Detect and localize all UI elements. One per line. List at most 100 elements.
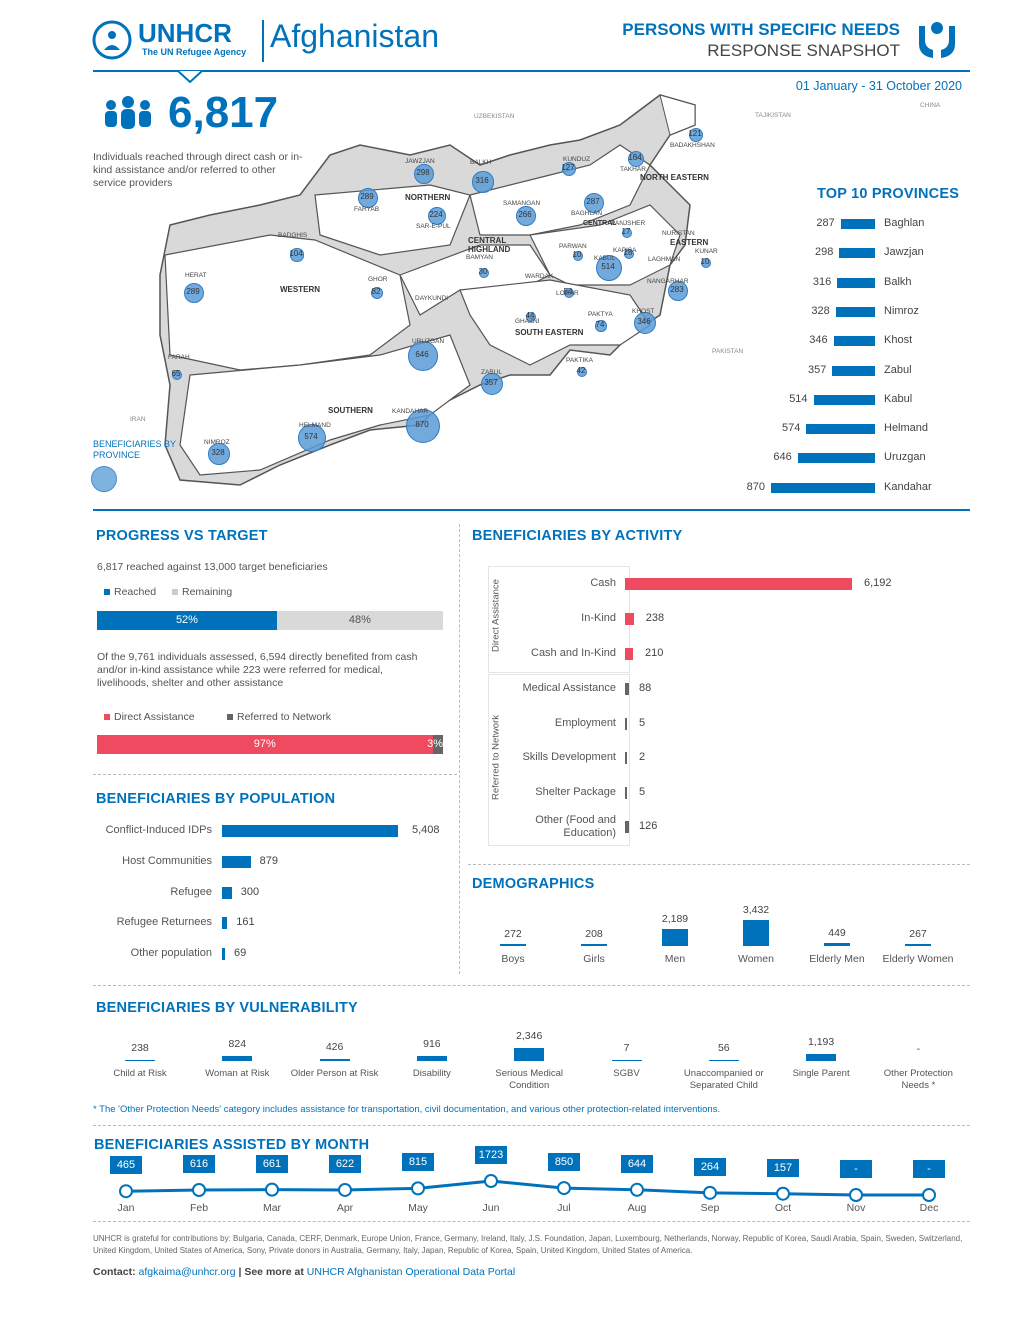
activity-value: 238	[645, 612, 665, 624]
province-name: GHAZNI	[515, 318, 540, 325]
demographic-bar	[824, 942, 850, 946]
monthly-value-box: 616	[183, 1154, 215, 1173]
vulnerability-bar	[514, 1048, 545, 1061]
monthly-month-label: Jan	[117, 1202, 135, 1214]
header-rule	[93, 70, 970, 72]
monthly-value-box: 622	[329, 1154, 361, 1173]
demographic-label: Boys	[501, 953, 525, 965]
contact-email-link[interactable]: afgkaima@unhcr.org	[138, 1266, 236, 1278]
reached-fill	[97, 611, 277, 630]
kpi-description: Individuals reached through direct cash …	[93, 151, 303, 189]
demographic-label: Elderly Men	[809, 953, 865, 965]
population-bar	[222, 917, 228, 930]
top10-bar	[837, 277, 875, 288]
monthly-month-label: Jul	[557, 1202, 571, 1214]
vulnerability-bar	[416, 1055, 447, 1061]
demographic-value: 449	[828, 926, 846, 939]
activity-value: 5	[639, 716, 646, 729]
population-label: Refugee	[170, 885, 212, 898]
monthly-month-label: Nov	[846, 1202, 866, 1214]
province-name: KUNDUZ	[563, 156, 591, 163]
section-divider	[93, 985, 970, 986]
province-value: 266	[518, 210, 532, 219]
legend-swatch	[104, 714, 110, 720]
activity-title: BENEFICIARIES BY ACTIVITY	[472, 528, 683, 544]
province-name: BAGHLAN	[571, 210, 603, 217]
monthly-line	[125, 1179, 929, 1197]
portal-link[interactable]: UNHCR Afghanistan Operational Data Porta…	[306, 1266, 516, 1278]
vulnerability-label: Disability	[412, 1068, 451, 1079]
vulnerability-value: 56	[717, 1041, 730, 1054]
section-divider	[93, 1221, 970, 1222]
legend-swatch	[227, 714, 233, 720]
vulnerability-label: Woman at Risk	[205, 1068, 270, 1079]
province-name: TAKHAR	[620, 166, 646, 173]
population-bar	[222, 855, 251, 868]
region-label: WESTERN	[280, 285, 320, 294]
activity-label: Shelter Package	[535, 785, 616, 798]
section-divider	[93, 774, 457, 775]
population-value: 300	[240, 885, 260, 898]
demographic-label: Men	[664, 953, 686, 965]
province-bubble	[183, 282, 205, 304]
vulnerability-label: Other Protection Needs *	[883, 1068, 953, 1091]
province-name: PAKTYA	[588, 311, 613, 318]
province-name: ZABUL	[481, 369, 502, 376]
population-label: Other population	[130, 947, 212, 960]
population-label: Host Communities	[122, 854, 212, 867]
top10-province: Zabul	[884, 363, 912, 376]
assessed-text: Of the 9,761 individuals assessed, 6,594…	[97, 651, 418, 689]
monthly-value-box: 465	[110, 1156, 142, 1175]
map-legend-label: BENEFICIARIES BY PROVINCE	[93, 439, 176, 460]
province-bubble	[208, 443, 230, 465]
top10-province: Kabul	[884, 392, 913, 405]
top10-value: 357	[807, 363, 827, 376]
population-value: 5,408	[412, 824, 440, 836]
date-range: 01 January - 31 October 2020	[795, 79, 962, 93]
monthly-value-box: 815	[402, 1153, 434, 1172]
remaining-label: 48%	[348, 614, 371, 626]
province-name: LOGAR	[556, 290, 579, 297]
province-name: KAPISA	[613, 247, 637, 254]
province-value: 42	[576, 366, 586, 375]
top10-bar	[813, 394, 875, 405]
direct-progress-bar: 97% 3%	[97, 735, 443, 754]
demographic-value: 208	[585, 928, 603, 940]
population-label: Conflict-Induced IDPs	[105, 824, 212, 836]
top10-bar	[797, 453, 875, 464]
province-bubble	[526, 312, 536, 322]
legend-direct-label: Direct Assistance	[114, 711, 195, 723]
activity-bar-referred	[625, 717, 627, 730]
top10-province: Baghlan	[884, 217, 925, 229]
header-divider	[262, 20, 264, 62]
section-divider	[468, 864, 970, 865]
vulnerability-label: Serious Medical Condition	[495, 1068, 563, 1091]
monthly-month-label: Apr	[336, 1202, 354, 1214]
vulnerability-bar	[611, 1059, 642, 1061]
contact-line: Contact: afgkaima@unhcr.org | See more a…	[93, 1266, 515, 1278]
reached-label: 52%	[175, 614, 198, 626]
monthly-month-label: Dec	[919, 1202, 939, 1214]
vulnerability-bar	[125, 1059, 155, 1061]
top10-province: Nimroz	[884, 304, 919, 317]
monthly-value-box: -	[840, 1160, 872, 1178]
demographic-value: 272	[504, 927, 522, 940]
region-label: SOUTH EASTERN	[515, 328, 584, 337]
top10-bar	[771, 482, 875, 493]
demographic-value: 3,432	[742, 904, 770, 916]
activity-label: Employment	[554, 716, 616, 729]
province-bubble	[577, 367, 587, 377]
province-value: 44	[525, 311, 535, 320]
province-bubble	[667, 280, 689, 302]
demographic-value: 2,189	[661, 913, 689, 926]
afghanistan-map	[159, 94, 696, 486]
top10-bar	[806, 424, 875, 435]
legend-swatch	[172, 589, 178, 595]
top10-value: 514	[789, 392, 808, 405]
legend-reached: Reached	[104, 586, 156, 598]
vulnerability-bar	[319, 1058, 350, 1061]
country-label: IRAN	[130, 416, 146, 423]
province-bubble	[628, 151, 644, 167]
province-value: 357	[484, 378, 498, 387]
province-value: 287	[586, 197, 600, 206]
